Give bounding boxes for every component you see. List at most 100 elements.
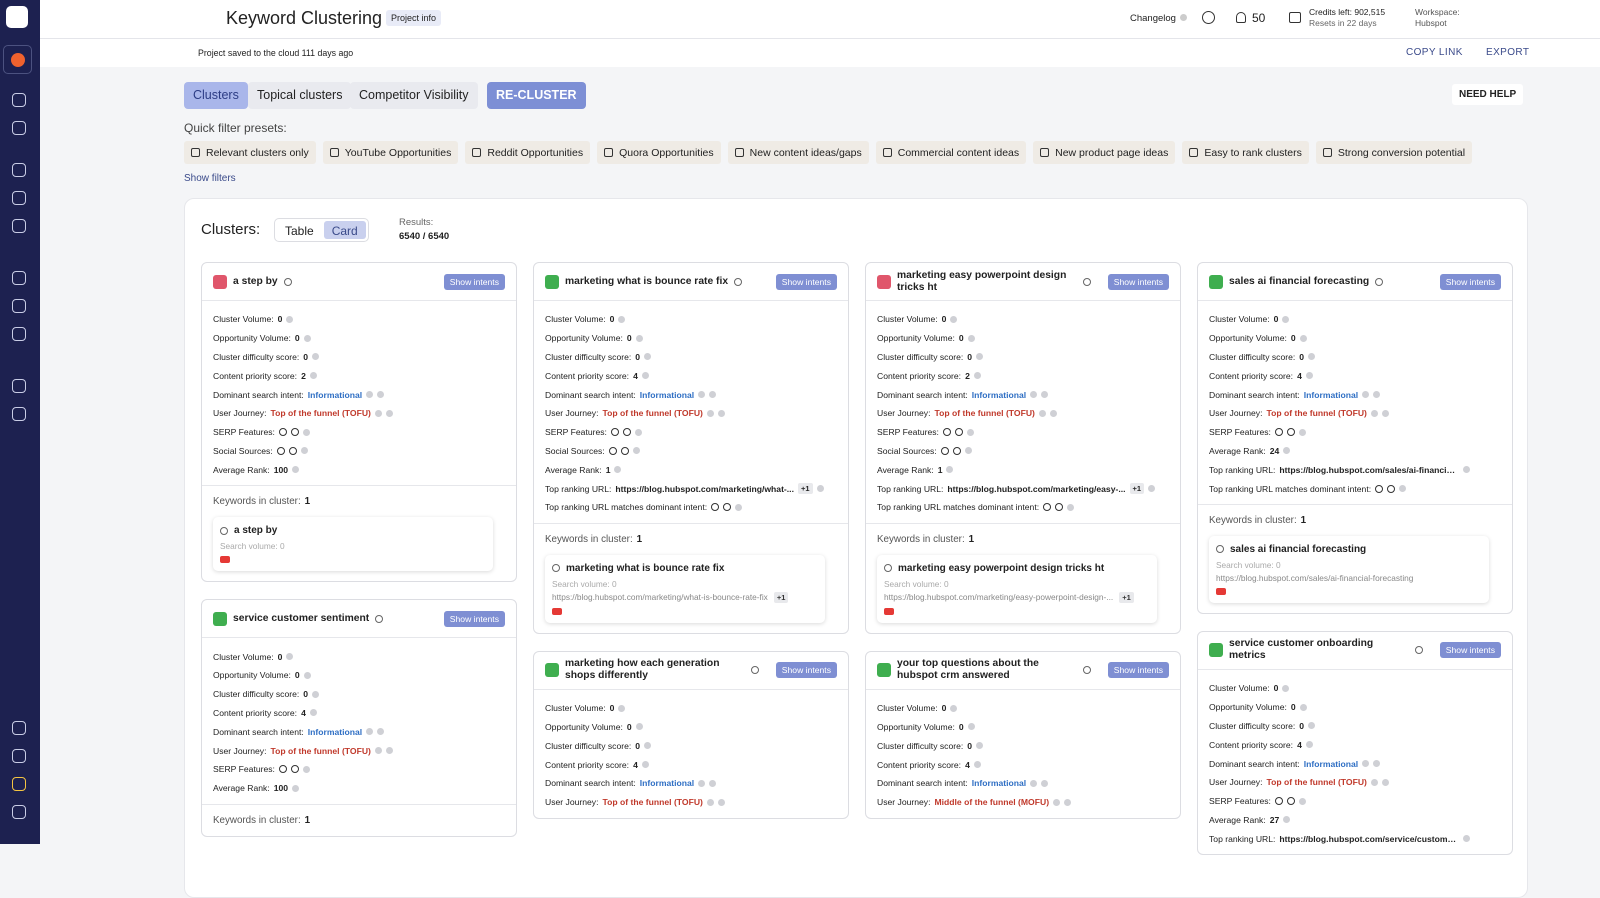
keyword-name[interactable]: marketing what is bounce rate fix bbox=[566, 562, 725, 574]
show-intents[interactable]: Show intents bbox=[1107, 273, 1169, 290]
metric-label: Dominant search intent: bbox=[877, 389, 968, 400]
nav-icon[interactable] bbox=[12, 379, 26, 393]
nav-icon[interactable] bbox=[12, 805, 26, 819]
metric-label: Top ranking URL matches dominant intent: bbox=[877, 502, 1040, 513]
help-icon bbox=[377, 728, 385, 736]
changelog[interactable]: Changelog bbox=[1130, 13, 1176, 24]
source-icon bbox=[1216, 587, 1226, 595]
search-icon[interactable] bbox=[1375, 277, 1384, 286]
metric-row: SERP Features: bbox=[1209, 792, 1501, 811]
cluster-title[interactable]: sales ai financial forecasting bbox=[1229, 275, 1370, 287]
cluster-title[interactable]: your top questions about the hubspot crm… bbox=[897, 658, 1039, 682]
keyword-row: a step by bbox=[220, 525, 486, 536]
card-column: a step by Show intents Cluster Volume: 0 Opp… bbox=[201, 262, 517, 855]
help-icon bbox=[717, 409, 725, 417]
show-filters[interactable]: Show filters bbox=[184, 173, 236, 184]
help-icon bbox=[1463, 466, 1471, 474]
nav-icon[interactable] bbox=[12, 299, 26, 313]
view-option[interactable]: Card bbox=[323, 221, 366, 239]
card-column: sales ai financial forecasting Show inten… bbox=[1197, 262, 1513, 856]
search-icon[interactable] bbox=[751, 666, 759, 675]
show-intents[interactable]: Show intents bbox=[1439, 273, 1501, 290]
cluster-title[interactable]: service customer sentiment bbox=[233, 612, 370, 624]
project-avatar[interactable] bbox=[3, 45, 32, 74]
nav-icon[interactable] bbox=[12, 219, 26, 233]
keywords-header: Keywords in cluster: 1 bbox=[202, 803, 516, 836]
notification-count: 50 bbox=[1252, 11, 1266, 25]
search-volume: Search volume: 0 bbox=[1216, 559, 1281, 570]
export[interactable]: EXPORT bbox=[1486, 47, 1530, 58]
nav-icon[interactable] bbox=[12, 407, 26, 421]
account-icon[interactable] bbox=[1202, 11, 1215, 24]
search-icon[interactable] bbox=[1083, 666, 1091, 675]
metric-label: Cluster Volume: bbox=[877, 314, 938, 325]
nav-icon[interactable] bbox=[12, 777, 26, 791]
copy-link[interactable]: COPY LINK bbox=[1406, 47, 1463, 58]
nav-icon[interactable] bbox=[12, 271, 26, 285]
metric-label: Cluster Volume: bbox=[877, 703, 938, 714]
keyword-name[interactable]: marketing easy powerpoint design tricks … bbox=[898, 562, 1105, 574]
card-header: a step by Show intents bbox=[202, 263, 516, 301]
view-option[interactable]: Table bbox=[285, 224, 314, 238]
metric-label: Content priority score: bbox=[877, 759, 962, 770]
cluster-card: service customer sentiment Show intents Cl… bbox=[201, 599, 517, 837]
metric-value: 0 bbox=[635, 740, 641, 751]
show-intents[interactable]: Show intents bbox=[775, 273, 837, 290]
feature-icon bbox=[622, 428, 631, 437]
show-intents[interactable]: Show intents bbox=[443, 273, 505, 290]
filter-preset[interactable]: Relevant clusters only bbox=[184, 141, 316, 164]
cluster-card: a step by Show intents Cluster Volume: 0 Opp… bbox=[201, 262, 517, 583]
nav-icon[interactable] bbox=[12, 163, 26, 177]
search-icon[interactable] bbox=[1415, 646, 1423, 655]
nav-icon[interactable] bbox=[12, 191, 26, 205]
nav-icon[interactable] bbox=[12, 121, 26, 135]
help-icon bbox=[644, 742, 652, 750]
logo[interactable] bbox=[6, 6, 28, 28]
metric-row: Top ranking URL matches dominant intent: bbox=[545, 498, 837, 517]
cluster-title[interactable]: service customer onboarding metrics bbox=[1229, 638, 1374, 662]
show-intents[interactable]: Show intents bbox=[1107, 662, 1169, 679]
recluster-button[interactable]: RE-CLUSTER bbox=[487, 82, 586, 109]
show-intents[interactable]: Show intents bbox=[1439, 642, 1501, 659]
search-icon[interactable] bbox=[1083, 277, 1091, 286]
metric-label: User Journey: bbox=[877, 408, 931, 419]
cluster-title[interactable]: marketing easy powerpoint design tricks … bbox=[897, 269, 1067, 293]
cluster-title[interactable]: marketing what is bounce rate fix bbox=[565, 275, 729, 287]
show-intents[interactable]: Show intents bbox=[443, 610, 505, 627]
filter-preset[interactable]: New product page ideas bbox=[1033, 141, 1176, 164]
filter-preset[interactable]: Reddit Opportunities bbox=[465, 141, 591, 164]
keyword-name[interactable]: a step by bbox=[234, 525, 278, 537]
cluster-title[interactable]: marketing how each generation shops diff… bbox=[565, 658, 720, 682]
help-icon bbox=[973, 372, 981, 380]
metric-value: 27 bbox=[1269, 814, 1280, 825]
need-help[interactable]: NEED HELP bbox=[1452, 84, 1524, 105]
filter-preset[interactable]: Quora Opportunities bbox=[597, 141, 721, 164]
nav-icon[interactable] bbox=[12, 721, 26, 735]
metric-row: User Journey: Top of the funnel (TOFU) bbox=[1209, 773, 1501, 792]
filter-preset[interactable]: New content ideas/gaps bbox=[727, 141, 869, 164]
workspace[interactable]: Workspace: Hubspot bbox=[1415, 7, 1460, 29]
search-icon[interactable] bbox=[734, 277, 743, 286]
help-icon bbox=[709, 391, 717, 399]
metric-value: Top of the funnel (TOFU) bbox=[602, 408, 703, 419]
tab[interactable]: Topical clusters bbox=[248, 82, 352, 109]
filter-preset[interactable]: YouTube Opportunities bbox=[322, 141, 459, 164]
search-icon[interactable] bbox=[375, 614, 384, 623]
nav-icon[interactable] bbox=[12, 93, 26, 107]
nav-icon[interactable] bbox=[12, 327, 26, 341]
filter-preset[interactable]: Commercial content ideas bbox=[875, 141, 1027, 164]
cluster-title[interactable]: a step by bbox=[233, 275, 278, 287]
metric-row: Top ranking URL: https://blog.hubspot.com… bbox=[877, 479, 1169, 498]
nav-icon[interactable] bbox=[12, 749, 26, 763]
project-info[interactable]: Project info bbox=[386, 10, 442, 26]
help-icon bbox=[950, 704, 958, 712]
show-intents[interactable]: Show intents bbox=[775, 662, 837, 679]
tab[interactable]: Competitor Visibility bbox=[350, 82, 478, 109]
filter-preset[interactable]: Easy to rank clusters bbox=[1182, 141, 1309, 164]
tab[interactable]: Clusters bbox=[184, 82, 248, 109]
search-icon[interactable] bbox=[283, 277, 292, 286]
metric-row: Cluster difficulty score: 0 bbox=[877, 348, 1169, 367]
bell-icon[interactable] bbox=[1236, 12, 1246, 23]
filter-preset[interactable]: Strong conversion potential bbox=[1315, 141, 1473, 164]
keyword-name[interactable]: sales ai financial forecasting bbox=[1230, 543, 1367, 555]
